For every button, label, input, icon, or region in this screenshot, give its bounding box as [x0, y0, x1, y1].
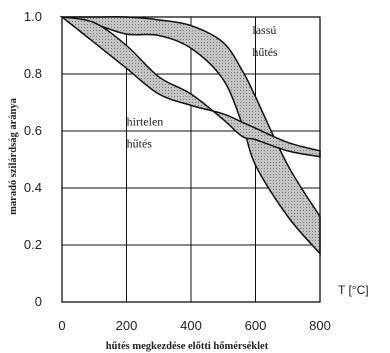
plot-frame — [61, 16, 321, 303]
x-tick-label-4: 800 — [309, 318, 331, 333]
tick-labels: 0 200 400 600 800 0 0.2 0.4 0.6 0.8 1.0 — [24, 9, 331, 333]
y-tick-label-5: 1.0 — [24, 9, 42, 24]
y-axis-label: maradó szilárdság aránya — [8, 97, 19, 214]
x-tick-label-1: 200 — [116, 318, 138, 333]
x-unit-label: T [°C] — [338, 283, 369, 297]
y-tick-label-0: 0 — [35, 294, 42, 309]
x-tick-label-2: 400 — [180, 318, 202, 333]
y-tick-label-3: 0.6 — [24, 123, 42, 138]
y-tick-label-2: 0.4 — [24, 180, 42, 195]
x-tick-label-0: 0 — [58, 318, 65, 333]
x-tick-label-3: 600 — [245, 318, 267, 333]
x-axis-label: hűtés megkezdése előtti hőmérséklet — [106, 341, 269, 352]
annotation-0: lassú hűtés — [252, 23, 278, 59]
y-tick-label-4: 0.8 — [24, 66, 42, 81]
annotations: lassú hűtés hirtelen hűtés — [127, 23, 278, 150]
annotation-1: hirtelen hűtés — [127, 114, 164, 150]
y-tick-label-1: 0.2 — [24, 237, 42, 252]
